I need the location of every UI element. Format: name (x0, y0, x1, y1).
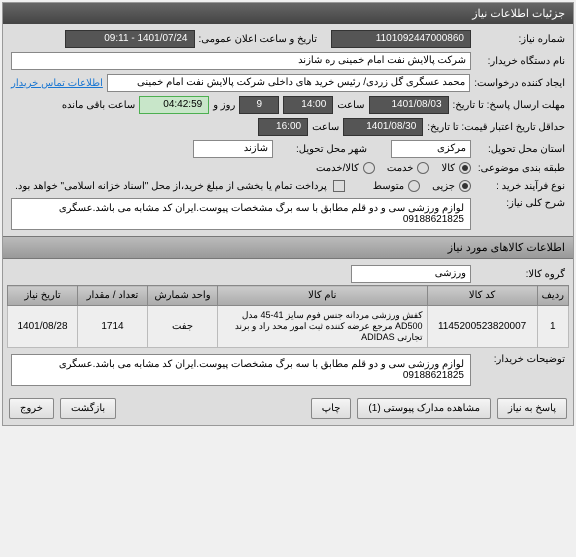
radio-goods-service[interactable] (363, 162, 375, 174)
th-code: کد کالا (427, 286, 537, 306)
creator-label: ایجاد کننده درخواست: (474, 78, 565, 89)
items-section-title: اطلاعات کالاهای مورد نیاز (3, 236, 573, 259)
process-label: نوع فرآیند خرید : (475, 181, 565, 192)
process-radio-group: جزیی متوسط (373, 180, 471, 192)
button-bar: پاسخ به نیاز مشاهده مدارک پیوستی (1) چاپ… (3, 392, 573, 425)
details-panel: جزئیات اطلاعات نیاز شماره نیاز: 11010924… (2, 2, 574, 426)
desc-label: شرح کلی نیاز: (475, 198, 565, 209)
exit-button[interactable]: خروج (9, 398, 54, 419)
table-row[interactable]: 1 1145200523820007 کفش ورزشی مردانه جنس … (8, 306, 569, 348)
public-date-field: 1401/07/24 - 09:11 (65, 30, 195, 48)
days-field: 9 (239, 96, 279, 114)
radio-goods-label: کالا (441, 163, 455, 174)
radio-medium-label: متوسط (373, 181, 404, 192)
time-label-2: ساعت (312, 122, 339, 133)
category-radio-group: کالا خدمت کالا/خدمت (316, 162, 471, 174)
remaining-label: ساعت باقی مانده (62, 100, 135, 111)
panel-title: جزئیات اطلاعات نیاز (3, 3, 573, 24)
payment-note: پرداخت تمام یا بخشی از مبلغ خرید،از محل … (15, 181, 327, 192)
group-field: ورزشی (351, 265, 471, 283)
back-button[interactable]: بازگشت (60, 398, 116, 419)
radio-service-label: خدمت (387, 163, 414, 174)
radio-medium[interactable] (408, 180, 420, 192)
creator-field: محمد عسگری گل زردی/ رئیس خرید های داخلی … (107, 74, 470, 92)
category-label: طبقه بندی موضوعی: (475, 163, 565, 174)
th-unit: واحد شمارش (148, 286, 218, 306)
org-field: شرکت پالایش نفت امام خمینی ره شازند (11, 52, 471, 70)
cell-date: 1401/08/28 (8, 306, 78, 348)
deadline-time-field: 14:00 (283, 96, 333, 114)
form-section: شماره نیاز: 1101092447000860 تاریخ و ساع… (3, 24, 573, 236)
city-field: شازند (193, 140, 273, 158)
days-label: روز و (213, 100, 235, 111)
validity-date-field: 1401/08/30 (343, 118, 423, 136)
need-no-label: شماره نیاز: (475, 34, 565, 45)
th-name: نام کالا (218, 286, 428, 306)
validity-label: حداقل تاریخ اعتبار قیمت: تا تاریخ: (427, 122, 565, 133)
contact-link[interactable]: اطلاعات تماس خریدار (11, 78, 103, 89)
remaining-time-field: 04:42:59 (139, 96, 209, 114)
items-table: ردیف کد کالا نام کالا واحد شمارش تعداد /… (7, 285, 569, 348)
reply-button[interactable]: پاسخ به نیاز (497, 398, 567, 419)
public-date-label: تاریخ و ساعت اعلان عمومی: (199, 34, 318, 45)
validity-time-field: 16:00 (258, 118, 308, 136)
th-row: ردیف (537, 286, 568, 306)
need-no-field: 1101092447000860 (331, 30, 471, 48)
deadline-date-field: 1401/08/03 (369, 96, 449, 114)
cell-name: کفش ورزشی مردانه جنس فوم سایز 41-45 مدل … (218, 306, 428, 348)
time-label-1: ساعت (337, 100, 364, 111)
print-button[interactable]: چاپ (311, 398, 352, 419)
province-label: استان محل تحویل: (475, 144, 565, 155)
group-label: گروه کالا: (475, 269, 565, 280)
attachments-button[interactable]: مشاهده مدارک پیوستی (1) (357, 398, 491, 419)
cell-code: 1145200523820007 (427, 306, 537, 348)
payment-checkbox[interactable] (333, 180, 345, 192)
cell-unit: جفت (148, 306, 218, 348)
radio-goods-service-label: کالا/خدمت (316, 163, 359, 174)
deadline-label: مهلت ارسال پاسخ: تا تاریخ: (453, 100, 565, 111)
city-label: شهر محل تحویل: (277, 144, 367, 155)
org-label: نام دستگاه خریدار: (475, 56, 565, 67)
radio-goods[interactable] (459, 162, 471, 174)
th-date: تاریخ نیاز (8, 286, 78, 306)
cell-idx: 1 (537, 306, 568, 348)
radio-service[interactable] (417, 162, 429, 174)
radio-small[interactable] (459, 180, 471, 192)
desc-field: لوازم ورزشی سی و دو قلم مطابق با سه برگ … (11, 198, 471, 230)
buyer-notes-label: توضیحات خریدار: (475, 354, 565, 365)
cell-qty: 1714 (78, 306, 148, 348)
radio-small-label: جزیی (432, 181, 455, 192)
buyer-notes-field: لوازم ورزشی سی و دو قلم مطابق با سه برگ … (11, 354, 471, 386)
th-qty: تعداد / مقدار (78, 286, 148, 306)
province-field: مرکزی (391, 140, 471, 158)
